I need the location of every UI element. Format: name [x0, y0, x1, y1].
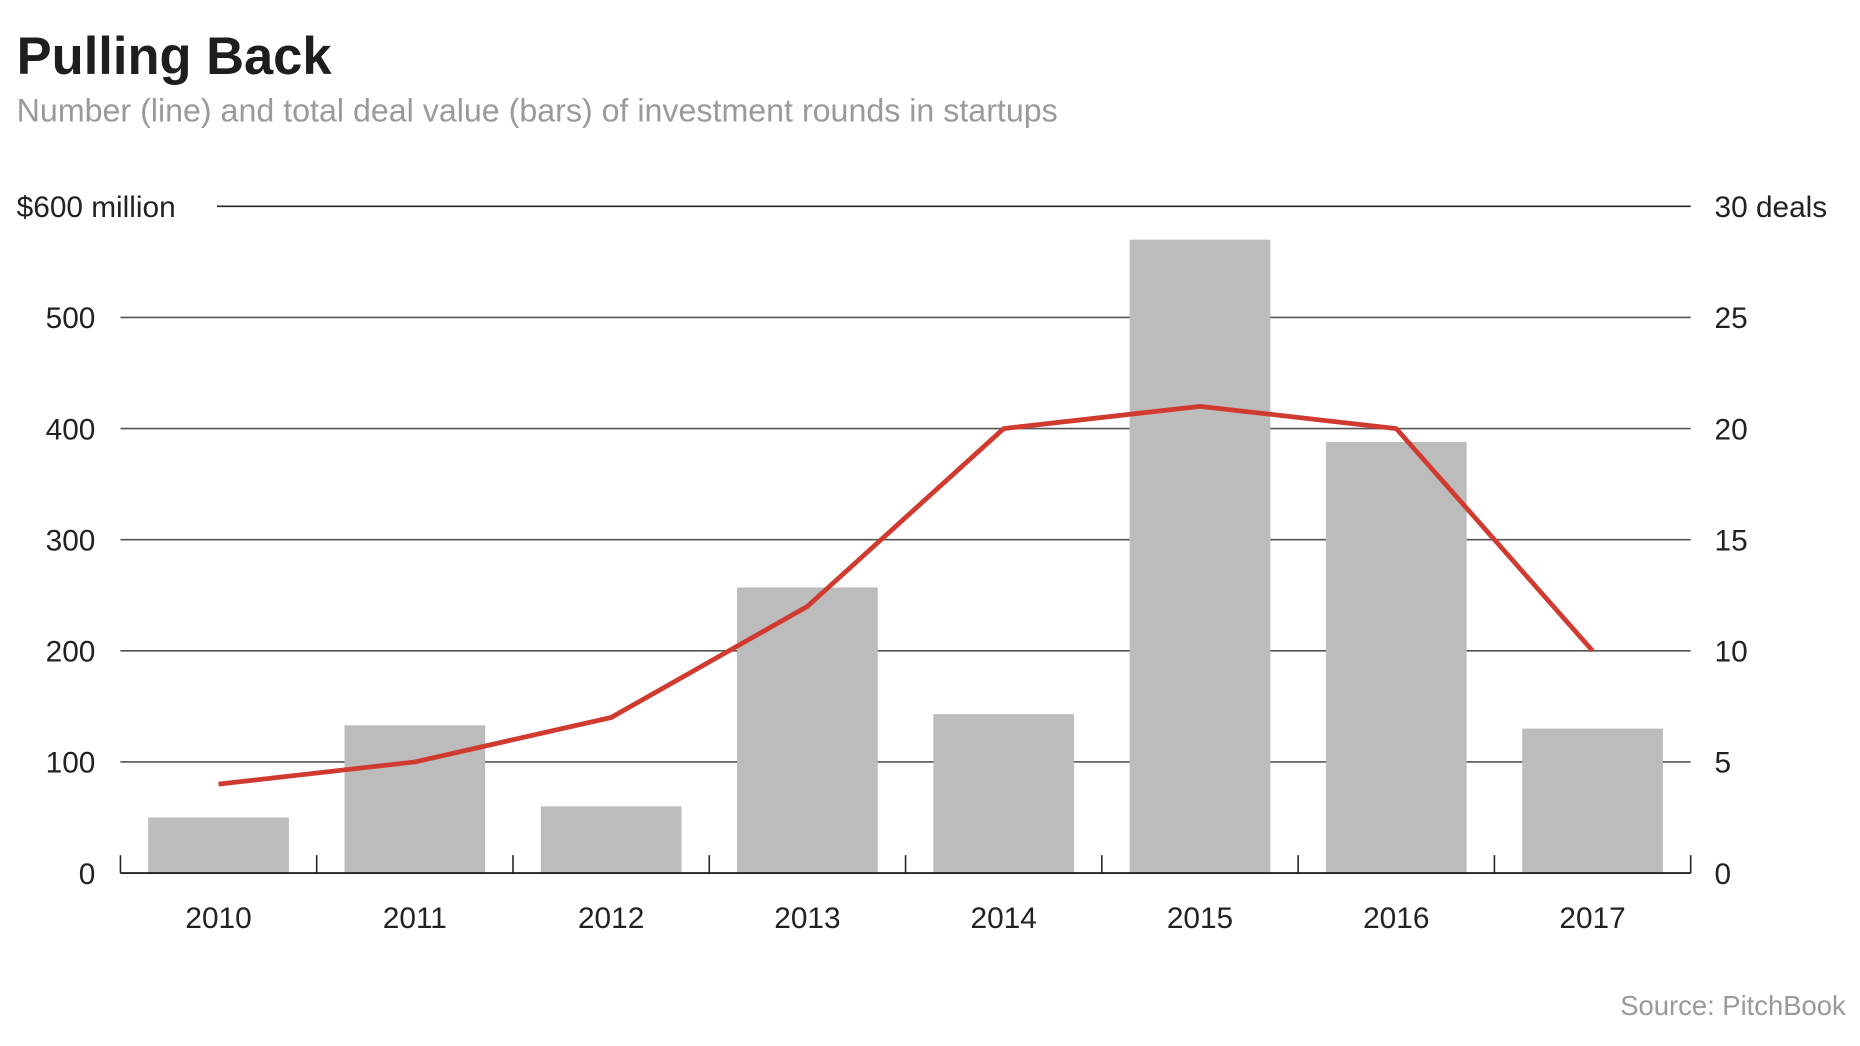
chart-title: Pulling Back — [17, 28, 333, 86]
left-tick-label: 0 — [79, 858, 96, 891]
bar-2012 — [540, 806, 682, 874]
left-tick-label: 400 — [46, 413, 96, 446]
x-tick-label: 2011 — [383, 902, 447, 935]
x-tick-label: 2010 — [185, 902, 251, 935]
tick-labels: 0 100 200 300 400 500 $600 million 0 5 10 15 20 25 30… — [17, 191, 1827, 935]
x-axis — [119, 855, 1692, 874]
left-tick-label: 200 — [46, 636, 96, 669]
bars — [148, 239, 1663, 874]
bar-2011 — [344, 725, 486, 874]
x-tick-label: 2014 — [971, 902, 1037, 935]
right-tick-label: 30 deals — [1715, 191, 1828, 224]
bar-2014 — [933, 714, 1075, 874]
bar-2013 — [737, 587, 878, 874]
right-tick-label: 15 — [1715, 524, 1748, 557]
deal-count-line — [218, 403, 1595, 787]
bar-2015 — [1129, 239, 1271, 874]
left-tick-label: 500 — [46, 302, 96, 335]
deal-count-polyline — [218, 403, 1595, 787]
x-tick-label: 2015 — [1167, 902, 1233, 935]
right-tick-label: 0 — [1715, 858, 1732, 891]
bar-2010 — [148, 817, 289, 874]
bar-2017 — [1522, 728, 1663, 874]
source-note: Source: PitchBook — [1620, 990, 1846, 1021]
x-tick-label: 2013 — [774, 902, 840, 935]
bar-2016 — [1325, 441, 1467, 874]
x-tick-label: 2016 — [1363, 902, 1429, 935]
chart-subtitle: Number (line) and total deal value (bars… — [17, 93, 1058, 129]
x-tick-label: 2012 — [578, 902, 644, 935]
left-tick-label: 100 — [46, 747, 96, 780]
x-tick-label: 2017 — [1559, 902, 1625, 935]
left-tick-label: $600 million — [17, 191, 176, 224]
right-tick-label: 20 — [1715, 413, 1748, 446]
right-tick-label: 5 — [1715, 747, 1732, 780]
right-tick-label: 25 — [1715, 302, 1748, 335]
left-tick-label: 300 — [46, 524, 96, 557]
right-tick-label: 10 — [1715, 636, 1748, 669]
